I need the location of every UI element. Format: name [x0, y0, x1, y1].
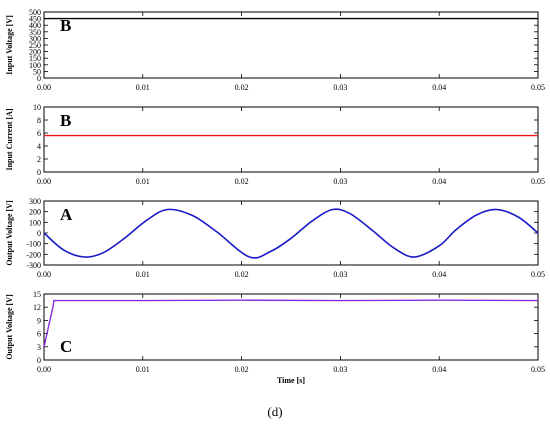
x-tick-label: 0.04 — [432, 365, 446, 374]
x-tick-label: 0.00 — [37, 365, 51, 374]
plot-frame — [43, 11, 539, 79]
y-tick-label: 400 — [29, 21, 41, 30]
y-tick-label: 0 — [37, 356, 41, 365]
y-axis-label: Output Voltage [V] — [5, 200, 14, 266]
x-tick-label: 0.05 — [531, 83, 545, 92]
panel-letter: A — [60, 205, 73, 224]
panel-4: 0 3 6 9 12 15 0.00 0.01 0.02 0.03 0.04 0.05 Output V… — [5, 290, 545, 385]
panel-letter: B — [60, 16, 71, 35]
y-tick-label: -200 — [26, 250, 41, 259]
x-tick-label: 0.04 — [432, 83, 446, 92]
plot-frame — [43, 200, 539, 266]
x-axis-label: Time [s] — [277, 376, 305, 385]
series-line — [43, 299, 539, 347]
x-tick-label: 0.03 — [333, 177, 347, 186]
y-tick-label: 3 — [37, 343, 41, 352]
panel-2: 0 2 4 6 8 10 0.00 0.01 0.02 0.03 0.04 0.05 Input Cur… — [5, 103, 545, 186]
x-tick-label: 0.02 — [235, 365, 249, 374]
y-tick-label: 450 — [29, 15, 41, 24]
y-tick-label: 2 — [37, 155, 41, 164]
y-tick-label: 150 — [29, 54, 41, 63]
y-tick-label: 15 — [33, 290, 41, 299]
x-tick-label: 0.02 — [235, 270, 249, 279]
y-tick-label: 200 — [29, 208, 41, 217]
x-tick-label: 0.00 — [37, 270, 51, 279]
x-tick-label: 0.02 — [235, 177, 249, 186]
y-axis-label: Output Voltage [V] — [5, 294, 14, 360]
y-tick-label: 9 — [37, 316, 41, 325]
y-tick-label: 100 — [29, 61, 41, 70]
x-tick-label: 0.01 — [136, 365, 150, 374]
x-tick-label: 0.05 — [531, 177, 545, 186]
x-tick-label: 0.04 — [432, 177, 446, 186]
series-line — [43, 208, 539, 259]
x-tick-label: 0.03 — [333, 83, 347, 92]
x-tick-label: 0.00 — [37, 177, 51, 186]
y-axis-label: Input Current [A] — [5, 108, 14, 170]
y-tick-label: 350 — [29, 28, 41, 37]
y-tick-label: -100 — [26, 240, 41, 249]
x-tick-label: 0.03 — [333, 365, 347, 374]
plot-frame — [43, 293, 539, 361]
x-tick-label: 0.02 — [235, 83, 249, 92]
y-tick-label: 0 — [37, 229, 41, 238]
y-tick-label: 300 — [29, 197, 41, 206]
panel-letter: C — [60, 337, 72, 356]
y-tick-label: 0 — [37, 168, 41, 177]
x-tick-label: 0.03 — [333, 270, 347, 279]
y-tick-label: 6 — [37, 330, 41, 339]
y-tick-label: 0 — [37, 74, 41, 83]
y-tick-label: 100 — [29, 218, 41, 227]
y-tick-label: 6 — [37, 129, 41, 138]
x-tick-label: 0.01 — [136, 270, 150, 279]
y-tick-label: 200 — [29, 48, 41, 57]
x-tick-label: 0.01 — [136, 83, 150, 92]
y-tick-label: 4 — [37, 142, 41, 151]
y-tick-label: 12 — [33, 303, 41, 312]
x-tick-label: 0.05 — [531, 270, 545, 279]
y-axis-label: Input Voltage [V] — [5, 15, 14, 75]
y-tick-label: 300 — [29, 34, 41, 43]
y-tick-label: 8 — [37, 116, 41, 125]
figure-caption: (d) — [267, 404, 282, 419]
y-tick-label: 250 — [29, 41, 41, 50]
x-tick-label: 0.01 — [136, 177, 150, 186]
x-tick-label: 0.00 — [37, 83, 51, 92]
y-tick-label: 10 — [33, 103, 41, 112]
y-tick-label: 50 — [33, 67, 41, 76]
x-tick-label: 0.05 — [531, 365, 545, 374]
x-tick-label: 0.04 — [432, 270, 446, 279]
panel-letter: B — [60, 111, 71, 130]
y-tick-label: 500 — [29, 8, 41, 17]
plot-frame — [43, 106, 539, 173]
y-tick-label: -300 — [26, 261, 41, 270]
